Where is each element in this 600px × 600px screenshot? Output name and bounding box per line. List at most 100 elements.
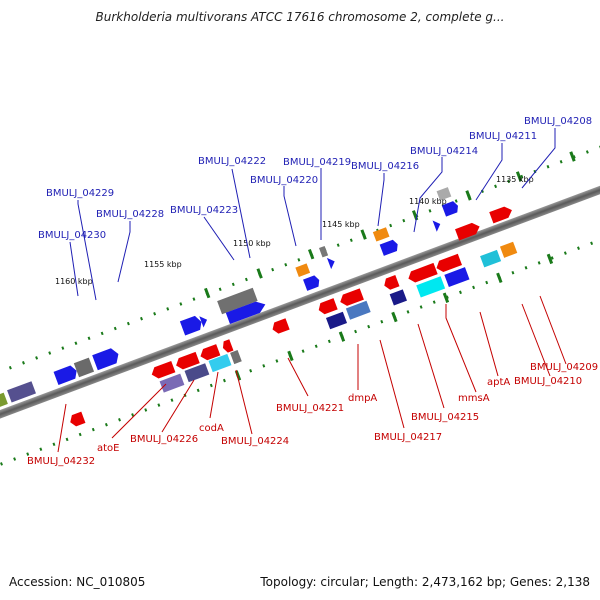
- gene-label[interactable]: BMULJ_04215: [411, 412, 479, 423]
- gene-arrow[interactable]: [221, 339, 234, 353]
- bottom-strand-genes: [68, 241, 518, 428]
- leader-line: [377, 173, 385, 227]
- gene-arrow[interactable]: [444, 267, 470, 288]
- leader-line: [475, 143, 503, 201]
- gene-label[interactable]: mmsA: [458, 393, 490, 404]
- gene-arrow[interactable]: [436, 187, 452, 201]
- leader-line: [209, 371, 219, 419]
- gene-label[interactable]: BMULJ_04210: [514, 376, 582, 387]
- gene-arrow[interactable]: [199, 314, 209, 328]
- gene-label[interactable]: BMULJ_04232: [27, 456, 95, 467]
- upper-scale-track: [0, 129, 600, 399]
- gene-label[interactable]: aptA: [487, 377, 510, 388]
- gene-arrow[interactable]: [217, 287, 258, 315]
- top-leader-lines: [69, 128, 556, 301]
- gene-arrow[interactable]: [325, 311, 348, 330]
- gene-label[interactable]: BMULJ_04230: [38, 230, 106, 241]
- topology-summary: Topology: circular; Length: 2,473,162 bp…: [260, 575, 590, 589]
- gene-arrow[interactable]: [455, 221, 482, 241]
- gene-arrow[interactable]: [338, 288, 364, 307]
- gene-arrow[interactable]: [208, 353, 232, 373]
- gene-label[interactable]: BMULJ_04211: [469, 131, 537, 142]
- gene-arrow[interactable]: [68, 411, 86, 428]
- gene-label[interactable]: BMULJ_04219: [283, 157, 351, 168]
- gene-arrow[interactable]: [150, 360, 176, 380]
- leader-line: [521, 128, 556, 189]
- leader-line: [111, 383, 167, 439]
- gene-arrow[interactable]: [434, 253, 463, 274]
- gene-arrow[interactable]: [345, 300, 371, 320]
- gene-arrow[interactable]: [372, 227, 390, 242]
- gene-label[interactable]: atoE: [97, 443, 120, 454]
- gene-arrow[interactable]: [73, 357, 95, 378]
- bottom-leader-lines: [57, 295, 567, 453]
- gene-arrow[interactable]: [295, 263, 311, 277]
- gene-arrow[interactable]: [270, 318, 290, 335]
- major-tick: [338, 331, 346, 342]
- gene-arrow[interactable]: [179, 314, 204, 336]
- leader-line: [287, 357, 309, 397]
- gene-label[interactable]: BMULJ_04217: [374, 432, 442, 443]
- gene-label[interactable]: BMULJ_04223: [170, 205, 238, 216]
- top-gene-labels: BMULJ_04208 BMULJ_04211 BMULJ_04214 BMUL…: [38, 116, 592, 241]
- scale-labels: 1135 kbp 1140 kbp 1145 kbp 1150 kbp 1155…: [55, 175, 534, 286]
- major-tick: [360, 229, 367, 240]
- gene-label[interactable]: BMULJ_04226: [130, 434, 198, 445]
- major-tick: [287, 350, 294, 362]
- gene-arrow[interactable]: [382, 275, 400, 291]
- leader-line: [479, 311, 499, 377]
- gene-label[interactable]: BMULJ_04224: [221, 436, 289, 447]
- gene-arrow[interactable]: [317, 298, 338, 316]
- gene-arrow[interactable]: [225, 299, 268, 325]
- gene-arrow[interactable]: [198, 344, 221, 362]
- gene-arrow[interactable]: [7, 381, 36, 403]
- major-ticks: [204, 151, 576, 381]
- major-tick: [496, 272, 503, 283]
- gene-label[interactable]: BMULJ_04216: [351, 161, 419, 172]
- leader-line: [283, 186, 297, 247]
- gene-label[interactable]: BMULJ_04229: [46, 188, 114, 199]
- gene-label[interactable]: BMULJ_04220: [250, 175, 318, 186]
- gene-arrow[interactable]: [326, 256, 337, 270]
- gene-label[interactable]: BMULJ_04228: [96, 209, 164, 220]
- gene-label[interactable]: dmpA: [348, 393, 377, 404]
- gene-label[interactable]: BMULJ_04214: [410, 146, 478, 157]
- gene-arrow[interactable]: [53, 364, 80, 385]
- gene-label[interactable]: BMULJ_04209: [530, 362, 598, 373]
- gene-arrow[interactable]: [379, 239, 400, 256]
- gene-arrow[interactable]: [416, 276, 446, 298]
- gene-arrow[interactable]: [432, 218, 443, 232]
- gene-arrow[interactable]: [92, 347, 121, 371]
- gene-arrow[interactable]: [184, 363, 210, 383]
- gene-arrow[interactable]: [441, 200, 460, 217]
- major-tick: [442, 292, 450, 303]
- major-tick: [308, 248, 315, 260]
- gene-arrow[interactable]: [389, 289, 407, 306]
- lower-scale-track: [0, 211, 600, 481]
- gene-arrow[interactable]: [480, 249, 502, 268]
- leader-line: [445, 304, 477, 393]
- gene-arrow[interactable]: [406, 262, 438, 284]
- gene-label[interactable]: codA: [199, 423, 224, 434]
- gene-label[interactable]: BMULJ_04222: [198, 156, 266, 167]
- map-title: Burkholderia multivorans ATCC 17616 chro…: [95, 10, 505, 24]
- leader-line: [235, 369, 253, 435]
- gene-label[interactable]: BMULJ_04221: [276, 403, 344, 414]
- chromosome-axis[interactable]: [0, 151, 600, 453]
- bottom-gene-labels: BMULJ_04209 BMULJ_04210 aptA mmsA BMULJ_…: [27, 362, 598, 467]
- gene-label[interactable]: BMULJ_04208: [524, 116, 592, 127]
- scale-label: 1160 kbp: [55, 277, 93, 286]
- leader-line: [117, 221, 131, 283]
- gene-arrow[interactable]: [174, 351, 200, 371]
- gene-arrow[interactable]: [303, 274, 321, 291]
- leader-line: [69, 241, 79, 297]
- gene-arrow[interactable]: [159, 373, 185, 393]
- major-tick: [204, 287, 211, 299]
- leader-line: [161, 379, 195, 433]
- leader-line: [379, 339, 405, 429]
- gene-arrow[interactable]: [499, 241, 518, 258]
- gene-arrow[interactable]: [319, 245, 329, 258]
- gene-arrow[interactable]: [230, 350, 242, 365]
- gene-arrow[interactable]: [489, 204, 514, 224]
